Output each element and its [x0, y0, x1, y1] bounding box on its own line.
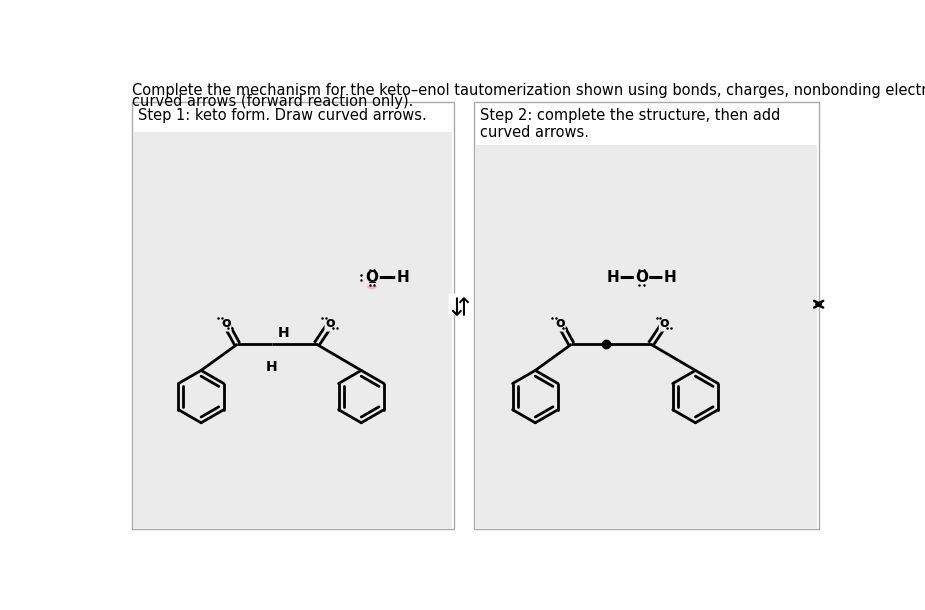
FancyBboxPatch shape: [475, 145, 817, 528]
Text: Step 2: complete the structure, then add
curved arrows.: Step 2: complete the structure, then add…: [480, 108, 780, 140]
FancyBboxPatch shape: [131, 102, 453, 529]
Text: −: −: [367, 278, 376, 289]
Text: o: o: [326, 317, 335, 331]
Text: H: H: [266, 361, 278, 375]
FancyBboxPatch shape: [474, 102, 819, 529]
Text: o: o: [660, 317, 670, 331]
Text: O: O: [635, 270, 648, 285]
Text: H: H: [663, 270, 676, 285]
Text: H: H: [607, 270, 620, 285]
Text: curved arrows (forward reaction only).: curved arrows (forward reaction only).: [131, 94, 413, 109]
Text: Complete the mechanism for the keto–enol tautomerization shown using bonds, char: Complete the mechanism for the keto–enol…: [131, 83, 925, 98]
Text: o: o: [221, 317, 230, 331]
Text: H: H: [278, 326, 290, 340]
Text: ⇆: ⇆: [449, 293, 473, 315]
Circle shape: [366, 278, 377, 289]
Text: o: o: [555, 317, 565, 331]
Text: Step 1: keto form. Draw curved arrows.: Step 1: keto form. Draw curved arrows.: [138, 108, 426, 123]
Text: H: H: [397, 270, 409, 285]
Text: O: O: [365, 270, 378, 285]
FancyBboxPatch shape: [133, 132, 452, 528]
